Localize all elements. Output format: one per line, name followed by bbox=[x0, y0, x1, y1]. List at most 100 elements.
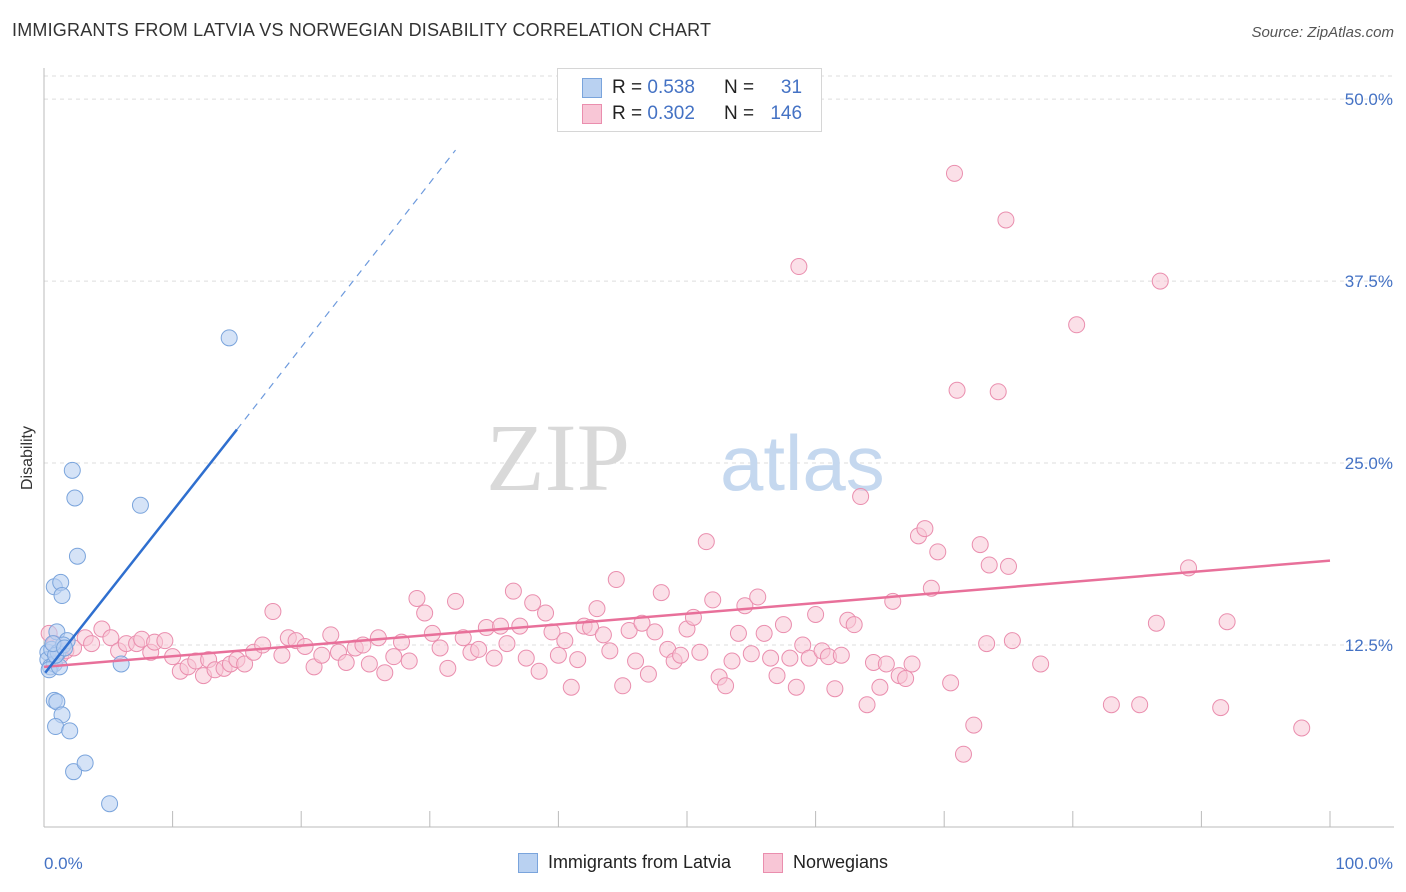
latvia-point bbox=[63, 461, 81, 479]
norwegians-point bbox=[1147, 614, 1165, 632]
norwegians-point bbox=[400, 652, 418, 670]
n-label: N = bbox=[723, 77, 755, 98]
norwegians-point bbox=[102, 629, 120, 647]
watermark: ZIP atlas bbox=[486, 404, 885, 511]
watermark-zip: ZIP bbox=[486, 404, 630, 511]
legend-item-norwegians: Norwegians bbox=[763, 852, 888, 873]
norwegians-point bbox=[729, 624, 747, 642]
r-value: 0.538 bbox=[647, 77, 695, 98]
norwegians-point bbox=[439, 659, 457, 677]
norwegians-point bbox=[723, 652, 741, 670]
norwegians-point bbox=[1212, 699, 1230, 717]
norwegians-point bbox=[691, 643, 709, 661]
norwegians-point bbox=[408, 589, 426, 607]
norwegians-point bbox=[807, 605, 825, 623]
norwegians-point bbox=[360, 655, 378, 673]
norwegians-point bbox=[477, 619, 495, 637]
norwegians-point bbox=[790, 258, 808, 276]
norwegians-point bbox=[845, 616, 863, 634]
norwegians-point bbox=[749, 588, 767, 606]
norwegians-point bbox=[774, 616, 792, 634]
norwegians-point bbox=[717, 677, 735, 695]
n-value: 31 bbox=[780, 77, 803, 98]
norwegians-point bbox=[965, 716, 983, 734]
norwegians-point bbox=[305, 658, 323, 676]
norwegians-point bbox=[945, 164, 963, 182]
latvia-point bbox=[65, 763, 83, 781]
norwegians-point bbox=[832, 646, 850, 664]
norwegians-point bbox=[929, 543, 947, 561]
latvia-point bbox=[101, 795, 119, 813]
norwegians-point bbox=[742, 645, 760, 663]
latvia-trend-extension bbox=[236, 149, 456, 430]
norwegians-point bbox=[556, 632, 574, 650]
norwegians-point bbox=[948, 381, 966, 399]
legend-label: Norwegians bbox=[793, 852, 889, 872]
norwegians-point bbox=[156, 632, 174, 650]
y-tick-label: 25.0% bbox=[1345, 454, 1393, 473]
norwegians-point bbox=[470, 640, 488, 658]
norwegians-point bbox=[313, 646, 331, 664]
norwegians-point bbox=[1131, 696, 1149, 714]
norwegians-point bbox=[787, 678, 805, 696]
latvia-legend-swatch bbox=[517, 852, 538, 873]
norwegians-point bbox=[594, 626, 612, 644]
series-legend: Immigrants from Latvia Norwegians bbox=[0, 852, 1406, 873]
norwegians-point bbox=[1003, 632, 1021, 650]
norwegians-point bbox=[897, 670, 915, 688]
norwegians-point bbox=[498, 635, 516, 653]
norwegians-point bbox=[997, 211, 1015, 229]
norwegians-point bbox=[646, 623, 664, 641]
norwegians-point bbox=[614, 677, 632, 695]
legend-label: Immigrants from Latvia bbox=[547, 852, 731, 872]
norwegians-point bbox=[254, 636, 272, 654]
norwegians-point bbox=[607, 571, 625, 589]
norwegians-point bbox=[781, 649, 799, 667]
norwegians-point bbox=[504, 582, 522, 600]
norwegians-point bbox=[989, 383, 1007, 401]
legend-row-latvia: R = 0.538 N = 31 bbox=[582, 75, 802, 101]
latvia-point bbox=[47, 718, 65, 736]
tick-labels: 12.5% 25.0% 37.5% 50.0% 0.0% 100.0% bbox=[44, 90, 1393, 873]
norwegians-point bbox=[447, 592, 465, 610]
norwegians-point bbox=[601, 642, 619, 660]
y-tick-label: 37.5% bbox=[1345, 272, 1393, 291]
r-value: 0.302 bbox=[647, 103, 695, 124]
norwegians-point bbox=[322, 626, 340, 644]
norwegians-point bbox=[1218, 613, 1236, 631]
norwegians-point bbox=[1102, 696, 1120, 714]
latvia-point bbox=[131, 496, 149, 514]
norwegians-point bbox=[980, 556, 998, 574]
norwegians-point bbox=[1000, 557, 1017, 575]
latvia-point bbox=[66, 489, 84, 507]
norwegians-trend-line bbox=[43, 559, 1331, 669]
latvia-point bbox=[112, 655, 130, 673]
norwegians-point bbox=[871, 678, 889, 696]
norwegians-point bbox=[537, 604, 555, 622]
norwegians-point bbox=[620, 621, 638, 639]
norwegians-point bbox=[800, 649, 818, 667]
chart-source: Source: ZipAtlas.com bbox=[1251, 24, 1394, 41]
norwegians-point bbox=[858, 696, 876, 714]
norwegians-point bbox=[588, 600, 606, 618]
chart-title: IMMIGRANTS FROM LATVIA VS NORWEGIAN DISA… bbox=[12, 20, 712, 40]
norwegians-point bbox=[633, 614, 651, 632]
norwegians-point bbox=[569, 651, 587, 669]
norwegians-point bbox=[549, 646, 567, 664]
norwegians-point bbox=[1293, 719, 1311, 737]
norwegians-point bbox=[264, 603, 282, 621]
norwegians-point bbox=[485, 649, 503, 667]
norwegians-legend-swatch bbox=[763, 852, 783, 873]
norwegians-point bbox=[385, 648, 403, 666]
norwegians-point bbox=[672, 646, 690, 664]
norwegians-point bbox=[1068, 316, 1086, 334]
norwegians-point bbox=[337, 653, 355, 671]
norwegians-point bbox=[1151, 272, 1169, 290]
n-label: N = bbox=[723, 103, 755, 124]
norwegians-point bbox=[627, 652, 645, 670]
norwegians-point bbox=[971, 536, 989, 554]
latvia-point bbox=[220, 329, 238, 347]
norwegians-point bbox=[416, 604, 434, 622]
norwegians-point bbox=[517, 649, 535, 667]
